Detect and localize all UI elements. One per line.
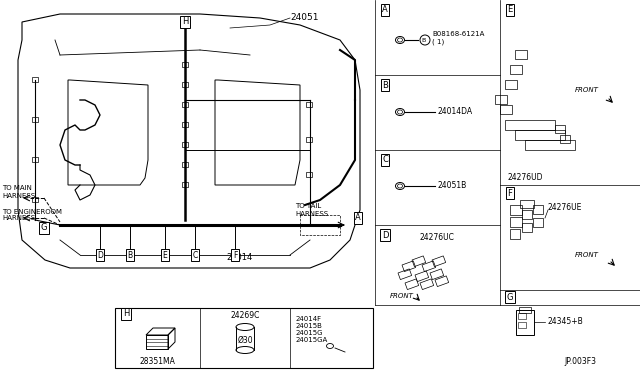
Text: FRONT: FRONT <box>390 293 414 299</box>
Bar <box>510 229 520 239</box>
Text: 24051B: 24051B <box>437 182 467 190</box>
Text: D: D <box>97 250 103 260</box>
Text: JP.003F3: JP.003F3 <box>564 357 596 366</box>
Bar <box>505 120 555 130</box>
Text: H: H <box>123 310 129 318</box>
Text: A: A <box>382 6 388 15</box>
Bar <box>533 218 543 227</box>
Bar <box>182 82 188 87</box>
Bar <box>32 157 38 162</box>
Bar <box>505 80 517 89</box>
Text: B: B <box>422 38 426 42</box>
Bar <box>518 322 526 328</box>
Bar <box>182 102 188 107</box>
Bar <box>518 313 526 319</box>
Bar <box>520 200 534 208</box>
Text: FRONT: FRONT <box>575 87 599 93</box>
Bar <box>146 335 168 349</box>
Bar <box>182 142 188 147</box>
Bar <box>182 122 188 127</box>
Text: B: B <box>382 80 388 90</box>
Bar <box>430 269 444 280</box>
Text: 24014F
24015B
24015G
24015GA: 24014F 24015B 24015G 24015GA <box>296 316 328 343</box>
Bar <box>32 117 38 122</box>
Bar <box>402 261 415 272</box>
Text: 24051: 24051 <box>290 13 319 22</box>
Text: H: H <box>182 17 188 26</box>
Bar <box>515 130 565 140</box>
Text: G: G <box>507 292 513 301</box>
Bar <box>306 102 312 107</box>
Text: 24014DA: 24014DA <box>437 108 472 116</box>
Text: F: F <box>233 250 237 260</box>
Bar <box>398 269 412 280</box>
Bar <box>420 279 434 289</box>
Text: B08168-6121A
( 1): B08168-6121A ( 1) <box>432 31 484 45</box>
Bar <box>560 135 570 143</box>
Text: TO TAIL
HARNESS: TO TAIL HARNESS <box>295 203 328 217</box>
Text: C: C <box>382 155 388 164</box>
Bar <box>435 276 449 286</box>
Text: B: B <box>127 250 132 260</box>
Text: TO ENGINEROOM
HARNESS: TO ENGINEROOM HARNESS <box>2 208 62 221</box>
Bar <box>412 256 426 267</box>
Bar <box>510 65 522 74</box>
Text: 24014: 24014 <box>227 253 253 263</box>
Text: E: E <box>508 6 513 15</box>
Bar <box>115 308 373 368</box>
Bar <box>495 95 507 104</box>
Bar <box>555 125 565 133</box>
Text: 24276UE: 24276UE <box>548 203 582 212</box>
Text: FRONT: FRONT <box>575 252 599 258</box>
Text: Ø30: Ø30 <box>237 336 253 344</box>
Text: G: G <box>41 224 47 232</box>
Text: 28351MA: 28351MA <box>139 357 175 366</box>
Text: TO MAIN
HARNESS: TO MAIN HARNESS <box>2 186 35 199</box>
Text: 24269C: 24269C <box>230 311 260 320</box>
Text: F: F <box>508 189 513 198</box>
Text: 24345+B: 24345+B <box>547 317 583 327</box>
Bar <box>32 77 38 82</box>
Bar <box>405 279 419 289</box>
Text: C: C <box>193 250 198 260</box>
Bar <box>32 197 38 202</box>
Bar <box>306 172 312 177</box>
Bar <box>422 261 436 272</box>
Text: A: A <box>355 214 361 222</box>
Bar <box>515 50 527 59</box>
Bar <box>510 205 522 215</box>
Bar <box>533 205 543 214</box>
Bar <box>182 62 188 67</box>
Bar <box>516 310 534 335</box>
Bar <box>182 162 188 167</box>
Bar <box>306 137 312 142</box>
Bar <box>510 217 522 227</box>
Bar <box>182 182 188 187</box>
Bar <box>415 271 429 282</box>
Text: E: E <box>163 250 168 260</box>
Bar <box>522 223 532 232</box>
Text: D: D <box>381 231 388 240</box>
Text: 24276UC: 24276UC <box>420 234 455 243</box>
Bar <box>519 307 531 313</box>
Bar <box>525 140 575 150</box>
Text: 24276UD: 24276UD <box>508 173 543 183</box>
Bar <box>500 105 512 114</box>
Bar <box>432 256 445 267</box>
Bar <box>522 210 532 219</box>
